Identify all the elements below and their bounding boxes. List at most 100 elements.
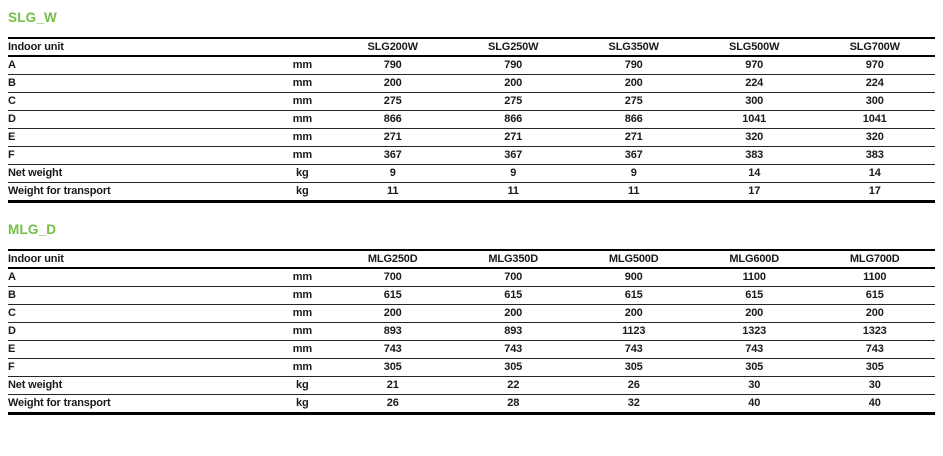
cell-value: 14: [693, 164, 815, 183]
section-slg-w: SLG_W Indoor unit SLG200W SLG250W SLG350…: [8, 10, 935, 203]
cell-value: 305: [452, 358, 574, 377]
cell-value: 200: [452, 74, 574, 93]
cell-value: 224: [693, 74, 815, 93]
cell-value: 970: [814, 56, 935, 75]
row-label: A: [8, 56, 273, 75]
cell-value: 320: [693, 128, 815, 147]
cell-value: 17: [868, 185, 881, 197]
row-label: D: [8, 110, 273, 129]
cell-value: 11: [387, 185, 399, 197]
column-header: SLG350W: [573, 38, 694, 57]
cell-value: 300: [693, 92, 815, 111]
cell-value: 200: [332, 74, 453, 93]
cell-value: 893: [332, 322, 453, 341]
cell-value: 30: [814, 376, 935, 395]
section-mlg-d: MLG_D Indoor unit MLG250D MLG350D MLG500…: [8, 222, 935, 415]
row-unit: mm: [272, 286, 333, 305]
cell-value: 9: [452, 164, 574, 183]
row-label: Net weight: [8, 376, 273, 395]
column-header: MLG600D: [693, 250, 815, 269]
row-unit: kg: [296, 185, 309, 197]
cell-value: 305: [573, 358, 694, 377]
row-unit: mm: [272, 340, 333, 359]
table-header-row: Indoor unit SLG200W SLG250W SLG350W SLG5…: [8, 38, 935, 57]
cell-value: 17: [748, 185, 761, 197]
column-header: SLG700W: [814, 38, 935, 57]
row-label: D: [8, 322, 273, 341]
row-unit: mm: [272, 74, 333, 93]
cell-value: 11: [507, 185, 519, 197]
cell-value: 743: [452, 340, 574, 359]
cell-value: 743: [573, 340, 694, 359]
cell-value: 275: [332, 92, 453, 111]
row-label: A: [8, 268, 273, 287]
cell-value: 1100: [814, 268, 935, 287]
cell-value: 200: [452, 304, 574, 323]
cell-value: 320: [814, 128, 935, 147]
row-unit: mm: [272, 304, 333, 323]
cell-value: 305: [814, 358, 935, 377]
cell-value: 743: [693, 340, 815, 359]
cell-value: 790: [573, 56, 694, 75]
row-unit: mm: [272, 110, 333, 129]
row-label: B: [8, 286, 273, 305]
cell-value: 40: [868, 397, 881, 409]
cell-value: 200: [332, 304, 453, 323]
row-label: B: [8, 74, 273, 93]
row-unit: kg: [296, 397, 309, 409]
table-row: Weight for transport kg 26 28 32 40 40: [8, 395, 935, 414]
cell-value: 367: [332, 146, 453, 165]
row-label: Weight for transport: [8, 397, 111, 409]
cell-value: 271: [452, 128, 574, 147]
cell-value: 21: [332, 376, 453, 395]
row-unit: mm: [272, 358, 333, 377]
row-label: F: [8, 146, 273, 165]
cell-value: 28: [507, 397, 520, 409]
row-unit: kg: [272, 164, 333, 183]
cell-value: 1323: [814, 322, 935, 341]
row-unit: mm: [272, 128, 333, 147]
cell-value: 200: [573, 304, 694, 323]
cell-value: 743: [814, 340, 935, 359]
cell-value: 700: [332, 268, 453, 287]
cell-value: 1100: [693, 268, 815, 287]
column-header: MLG350D: [452, 250, 574, 269]
row-unit: mm: [272, 322, 333, 341]
section-title: SLG_W: [8, 10, 58, 25]
cell-value: 9: [573, 164, 694, 183]
cell-value: 1323: [693, 322, 815, 341]
column-header: SLG250W: [452, 38, 574, 57]
row-unit: mm: [272, 92, 333, 111]
cell-value: 1041: [693, 110, 815, 129]
cell-value: 615: [452, 286, 574, 305]
column-header: SLG500W: [693, 38, 815, 57]
cell-value: 300: [814, 92, 935, 111]
cell-value: 367: [452, 146, 574, 165]
cell-value: 700: [452, 268, 574, 287]
table-header-row: Indoor unit MLG250D MLG350D MLG500D MLG6…: [8, 250, 935, 269]
cell-value: 224: [814, 74, 935, 93]
cell-value: 367: [573, 146, 694, 165]
cell-value: 200: [693, 304, 815, 323]
header-indoor-unit: Indoor unit: [8, 250, 273, 269]
cell-value: 26: [573, 376, 694, 395]
cell-value: 615: [693, 286, 815, 305]
spec-table-mlg-d: Indoor unit MLG250D MLG350D MLG500D MLG6…: [8, 249, 935, 415]
column-header: MLG250D: [332, 250, 453, 269]
cell-value: 615: [573, 286, 694, 305]
row-label: E: [8, 340, 273, 359]
cell-value: 14: [814, 164, 935, 183]
cell-value: 275: [573, 92, 694, 111]
cell-value: 1041: [814, 110, 935, 129]
cell-value: 383: [814, 146, 935, 165]
table-row: Net weight kg 9 9 9 14 14: [8, 164, 935, 183]
spec-table-slg-w: Indoor unit SLG200W SLG250W SLG350W SLG5…: [8, 37, 935, 203]
